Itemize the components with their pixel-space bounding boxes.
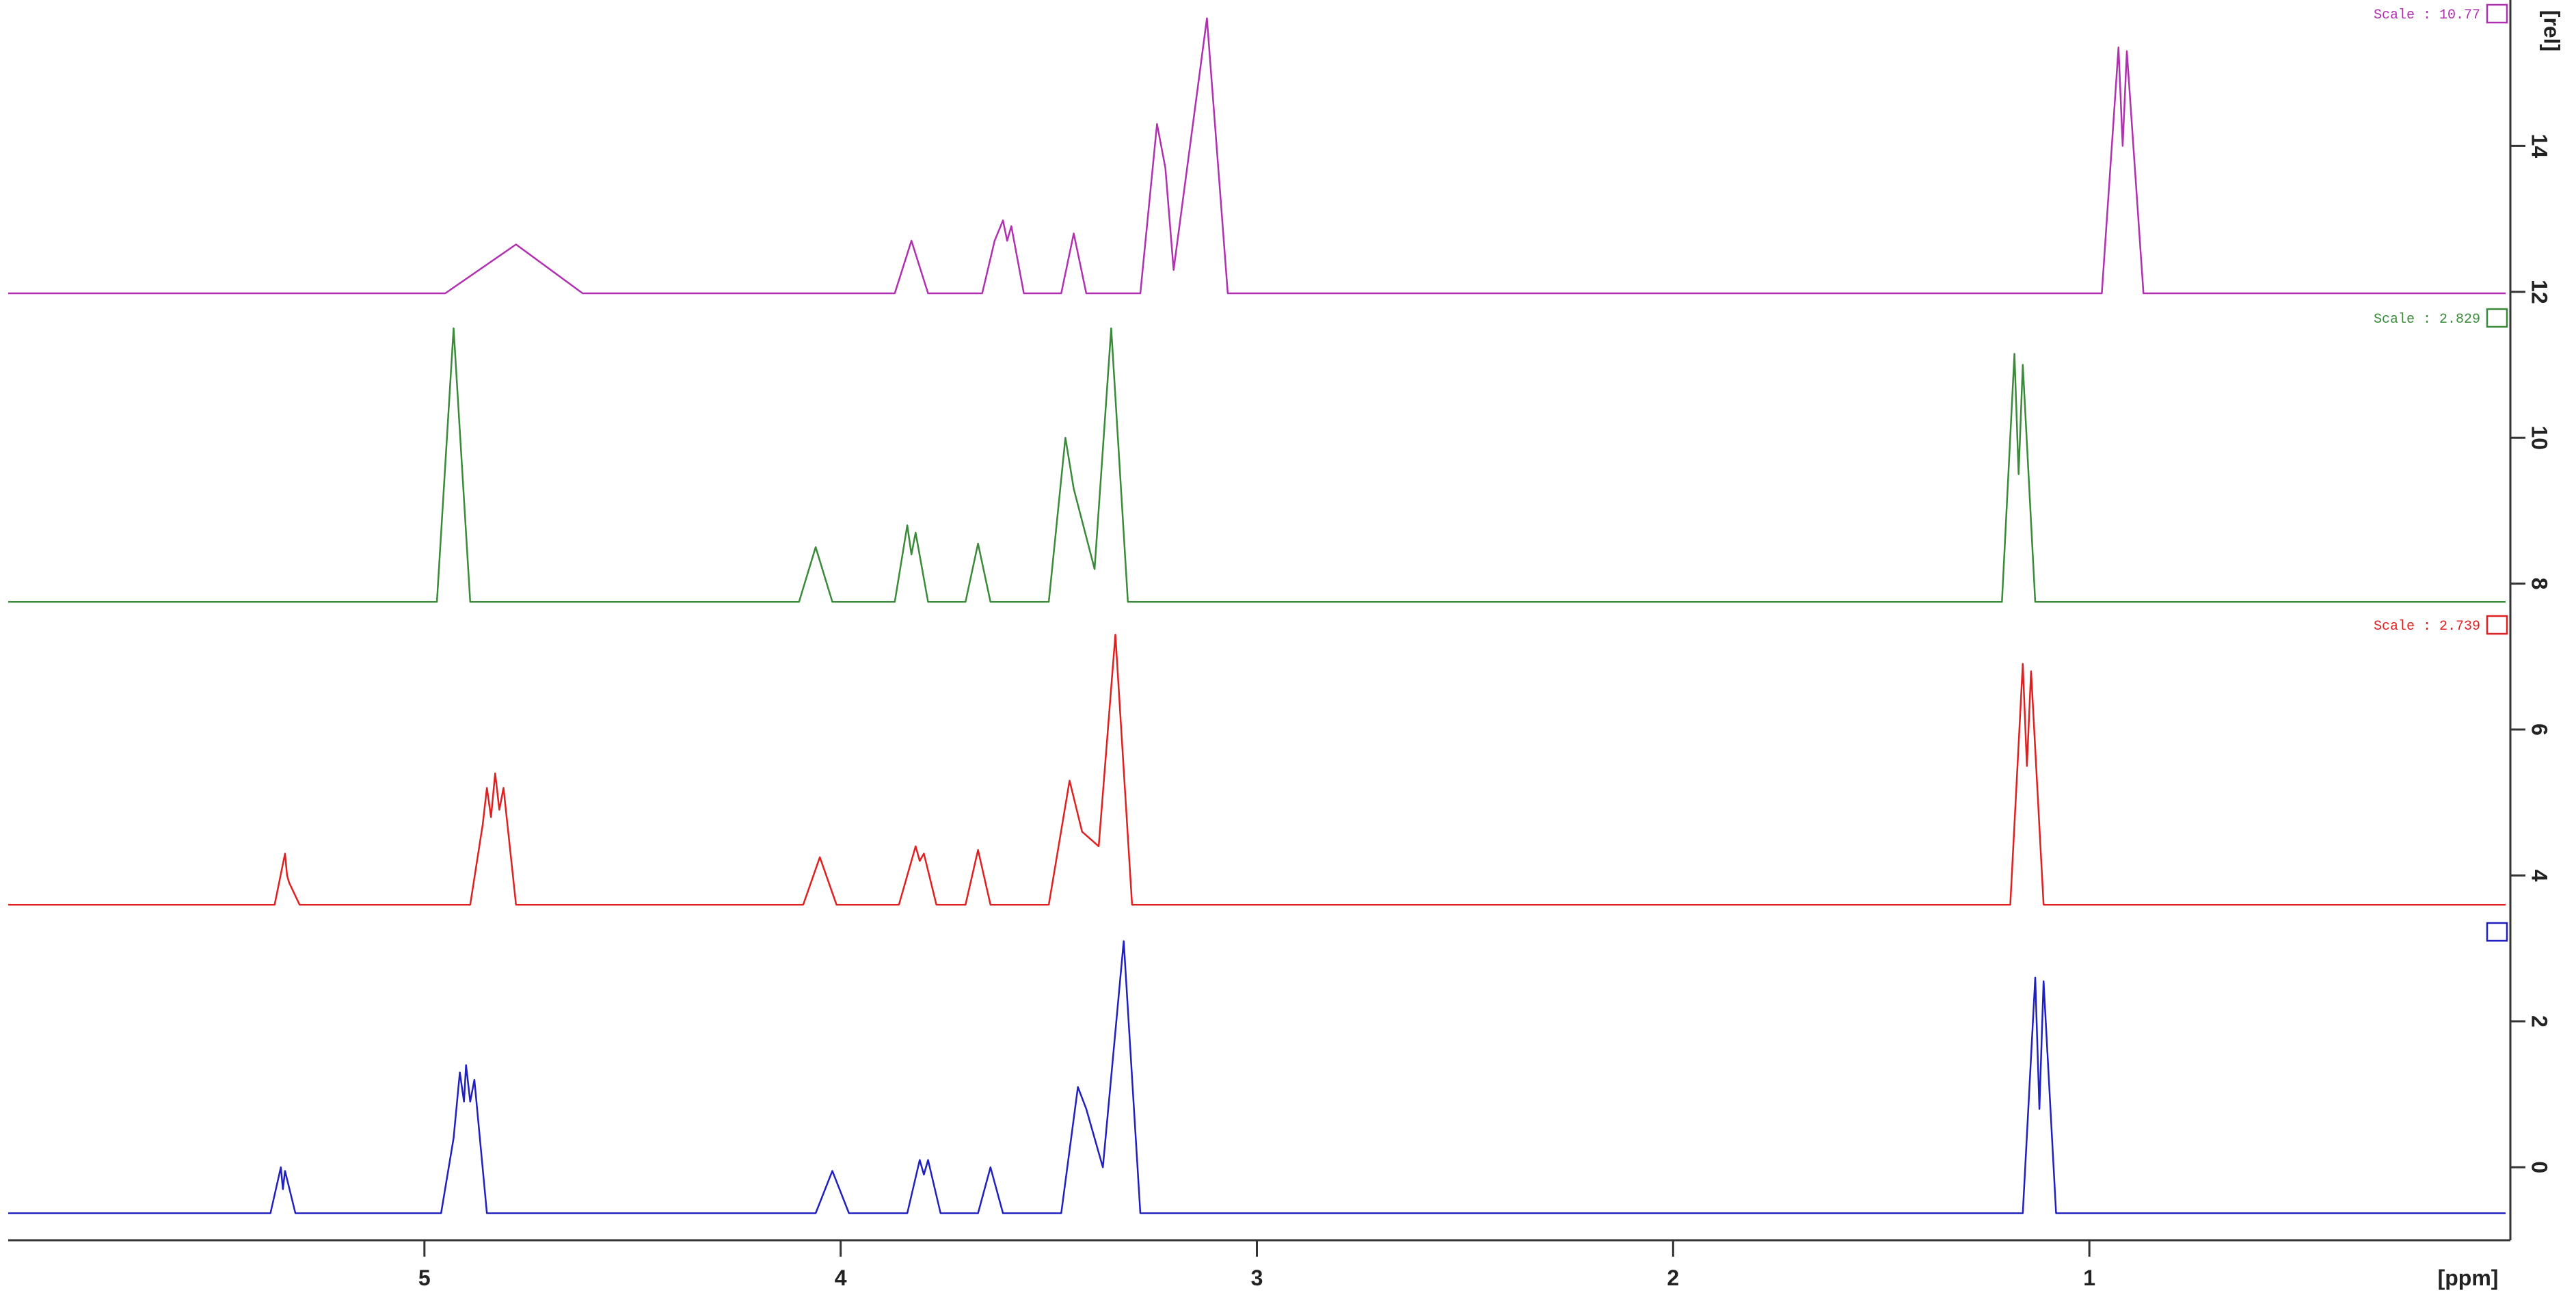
spectrum-line <box>8 327 2506 603</box>
scale-box <box>2486 615 2508 635</box>
x-tick-label: 4 <box>835 1266 847 1290</box>
x-tick-label: 2 <box>1667 1266 1679 1290</box>
scale-box <box>2486 922 2508 942</box>
spectrum-line <box>8 17 2506 295</box>
x-tick-label: 5 <box>418 1266 431 1290</box>
x-tick-label: 1 <box>2083 1266 2095 1290</box>
x-tick-label: 3 <box>1251 1266 1263 1290</box>
y-tick-label: 12 <box>2527 280 2552 304</box>
y-tick-label: 2 <box>2527 1015 2552 1028</box>
spectrum-line <box>8 940 2506 1214</box>
y-tick-label: 6 <box>2527 723 2552 736</box>
spectrum-line <box>8 634 2506 906</box>
scale-box <box>2486 308 2508 328</box>
y-tick-label: 0 <box>2527 1161 2552 1173</box>
x-axis-label: [ppm] <box>2438 1266 2499 1290</box>
scale-label: Scale : 2.739 <box>2374 619 2480 634</box>
y-tick-label: 10 <box>2527 425 2552 450</box>
scale-label: Scale : 10.77 <box>2374 8 2480 23</box>
y-tick-label: 14 <box>2527 134 2552 159</box>
y-tick-label: 8 <box>2527 578 2552 590</box>
scale-label: Scale : 2.829 <box>2374 312 2480 327</box>
y-tick-label: 4 <box>2527 870 2552 882</box>
scale-box <box>2486 3 2508 24</box>
y-axis-label: [rel] <box>2540 10 2564 51</box>
